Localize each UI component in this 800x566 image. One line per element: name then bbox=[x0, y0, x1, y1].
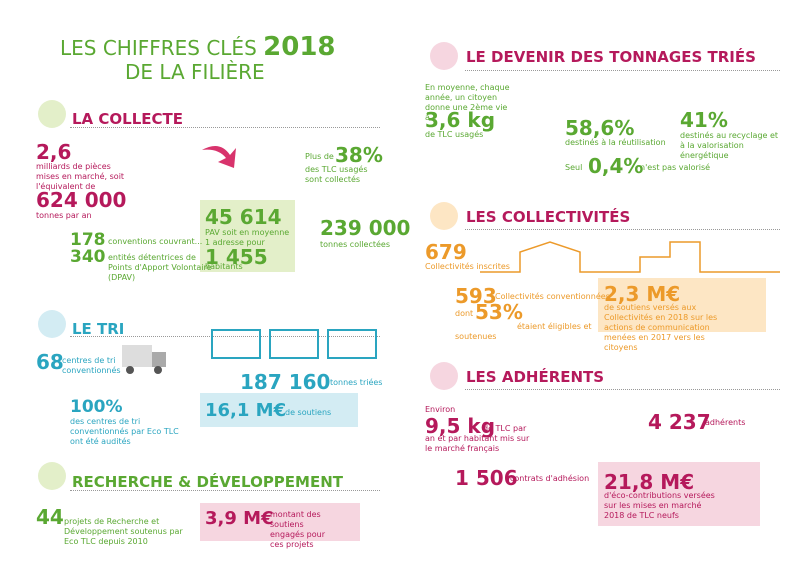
stat-text: n'est pas valorisé bbox=[640, 163, 711, 172]
section-heading: LE DEVENIR DES TONNAGES TRIÉS bbox=[466, 48, 756, 66]
stat-text: de soutiens bbox=[285, 408, 332, 417]
stat-text: entités détentrices de Points d'Apport V… bbox=[108, 253, 212, 282]
icon bbox=[38, 310, 66, 338]
stat-text: En moyenne, chaque année, un citoyen don… bbox=[425, 83, 510, 122]
stat-text: des centres de tri conventionnés par Eco… bbox=[70, 417, 179, 446]
stat-text: montant des soutiens engagés pour ces pr… bbox=[270, 510, 326, 549]
stat-text: PAV soit en moyenne 1 adresse pour bbox=[205, 228, 290, 247]
stat-text: tonnes par an bbox=[36, 211, 92, 220]
icon bbox=[38, 462, 66, 490]
year: 2018 bbox=[263, 32, 336, 62]
stat-value: 2,3 M€ bbox=[604, 282, 681, 306]
rule bbox=[465, 70, 780, 71]
stat-text: Collectivités conventionnées bbox=[495, 292, 610, 301]
stat-value: 239 000 bbox=[320, 216, 411, 240]
stat-value: 187 160 bbox=[240, 370, 331, 394]
stat-value: 178 bbox=[70, 230, 106, 250]
stat-text: d'éco-contributions versées sur les mise… bbox=[604, 491, 715, 520]
stat-text: projets de Recherche et Développement so… bbox=[64, 517, 183, 546]
box bbox=[200, 503, 360, 541]
stat-value: 41% bbox=[680, 108, 728, 132]
stat-value: 2,6 bbox=[36, 140, 72, 164]
stat-value: 679 bbox=[425, 240, 467, 264]
box bbox=[598, 462, 760, 526]
icon bbox=[430, 42, 458, 70]
stat-value: 100% bbox=[70, 397, 123, 417]
stat-value: 9,5 kg bbox=[425, 414, 496, 438]
stat-value: 3,6 kg bbox=[425, 108, 496, 132]
stat-value: 340 bbox=[70, 247, 106, 267]
stat-text: conventions couvrant... bbox=[108, 237, 203, 246]
arrow bbox=[202, 146, 236, 168]
stat-value: 16,1 M€ bbox=[205, 400, 287, 421]
stat-text: étaient éligibles et soutenues bbox=[455, 322, 592, 341]
stat-value: 21,8 M€ bbox=[604, 470, 695, 494]
stat-text: destinés au recyclage et à la valorisati… bbox=[680, 131, 779, 160]
stat-text: Plus de bbox=[305, 152, 334, 161]
stat-value: 1 506 bbox=[455, 466, 518, 490]
rule bbox=[70, 127, 380, 128]
stat-value: 44 bbox=[36, 505, 64, 529]
stat-text: tonnes collectées bbox=[320, 240, 391, 249]
stat-text: dont bbox=[455, 309, 474, 318]
section-heading: LES ADHÉRENTS bbox=[466, 368, 605, 386]
stat-text: habitants bbox=[205, 262, 243, 271]
truck bbox=[122, 345, 166, 374]
stat-text: Environ bbox=[425, 405, 456, 414]
stat-value: 593 bbox=[455, 284, 497, 308]
stat-value: 68 bbox=[36, 350, 64, 374]
rule bbox=[465, 389, 780, 390]
stat-value: 624 000 bbox=[36, 188, 127, 212]
section-heading: LES COLLECTIVITÉS bbox=[466, 208, 631, 226]
stat-value: 38% bbox=[335, 143, 383, 167]
stat-text: tonnes triées bbox=[330, 378, 383, 387]
section-heading: LE TRI bbox=[72, 320, 125, 338]
stat-text: de soutiens versés aux Collectivités en … bbox=[604, 303, 718, 352]
title: LES CHIFFRES CLÉS 2018 bbox=[60, 32, 336, 62]
stat-text: Collectivités inscrites bbox=[425, 262, 510, 271]
stat-text: contrats d'adhésion bbox=[510, 474, 590, 483]
stat-text: des TLC usagés sont collectés bbox=[305, 165, 368, 184]
icon bbox=[38, 100, 66, 128]
stat-text: centres de tri conventionnés bbox=[62, 356, 121, 375]
stat-text: de TLC par an et par habitant mis sur le… bbox=[425, 424, 530, 453]
rule bbox=[70, 490, 380, 491]
box bbox=[598, 278, 766, 332]
stat-text: Seul bbox=[565, 163, 583, 172]
stat-text: adhérents bbox=[705, 418, 746, 427]
stat-value: 58,6% bbox=[565, 116, 635, 140]
bins bbox=[211, 329, 377, 359]
stat-value: 45 614 bbox=[205, 205, 282, 229]
stat-text: milliards de pièces mises en marché, soi… bbox=[36, 162, 125, 191]
section-heading: RECHERCHE & DÉVELOPPEMENT bbox=[72, 473, 344, 491]
box bbox=[200, 393, 358, 427]
icon bbox=[430, 202, 458, 230]
stat-text: de TLC usagés bbox=[425, 130, 484, 139]
rule bbox=[465, 229, 780, 230]
stat-value: 53% bbox=[475, 300, 523, 324]
stat-value: 1 455 bbox=[205, 245, 268, 269]
stat-value: 0,4% bbox=[588, 154, 644, 178]
stat-value: 3,9 M€ bbox=[205, 508, 274, 529]
stat-text: destinés à la réutilisation bbox=[565, 138, 666, 147]
box bbox=[200, 200, 295, 272]
skyline bbox=[480, 241, 780, 273]
icon bbox=[430, 362, 458, 390]
rule bbox=[70, 336, 380, 337]
title-text: LES CHIFFRES CLÉS bbox=[60, 36, 257, 60]
section-heading: LA COLLECTE bbox=[72, 110, 183, 128]
stat-value: 4 237 bbox=[648, 410, 711, 434]
title-text: DE LA FILIÈRE bbox=[125, 60, 265, 84]
